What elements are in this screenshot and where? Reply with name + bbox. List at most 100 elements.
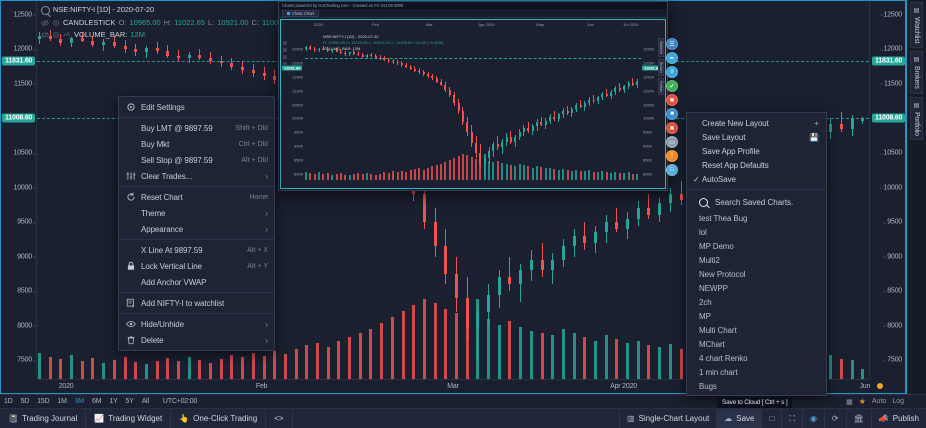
tab-close-chart[interactable]: Close Chart bbox=[282, 9, 320, 17]
context-menu-item[interactable]: Theme › bbox=[119, 205, 274, 221]
context-menu-item[interactable]: Lock Vertical Line Alt + Y bbox=[119, 258, 274, 274]
context-menu-item[interactable]: Add NIFTY-I to watchlist bbox=[119, 295, 274, 311]
sidebar-tab-watchlist[interactable]: ▤ Watchlist bbox=[910, 2, 923, 49]
saved-chart-item[interactable]: MP Demo bbox=[699, 241, 734, 251]
bottom-button-square-icon[interactable]: □ bbox=[761, 409, 781, 428]
eye-icon[interactable] bbox=[41, 31, 49, 39]
layout-menu-action[interactable]: Create New Layout + bbox=[687, 116, 826, 130]
gear-icon[interactable] bbox=[52, 19, 60, 27]
eye-icon[interactable] bbox=[41, 19, 49, 27]
star-icon[interactable]: ★ bbox=[858, 397, 866, 406]
floating-window-tabbar[interactable]: Close Chart bbox=[279, 9, 667, 18]
context-menu-item[interactable]: Sell Stop @ 9897.59 Alt + Dbl bbox=[119, 152, 274, 168]
bottom-button-publish[interactable]: 📣 Publish bbox=[870, 409, 926, 428]
floating-side-tab-brokers[interactable]: Brokers bbox=[658, 58, 664, 76]
layout-menu-action[interactable]: ✓ AutoSave bbox=[687, 172, 826, 186]
bottom-button-fullscreen-icon[interactable]: ⛶ bbox=[781, 409, 802, 428]
crosshair-tool-icon[interactable] bbox=[282, 41, 287, 45]
fib-tool-icon[interactable] bbox=[282, 55, 287, 59]
saved-chart-item[interactable]: Bugs bbox=[699, 381, 717, 391]
saved-chart-item[interactable]: lol bbox=[699, 227, 707, 237]
timeframe-15D[interactable]: 15D bbox=[37, 398, 50, 405]
context-menu-item[interactable]: Buy LMT @ 9897.59 Shift + Dbl bbox=[119, 120, 274, 136]
context-menu-item[interactable]: Clear Trades... › bbox=[119, 168, 274, 184]
layout-menu[interactable]: Create New Layout + Save Layout 💾 Save App P… bbox=[686, 112, 827, 396]
floating-plot-area[interactable] bbox=[305, 28, 641, 180]
bottom-button-trading-journal[interactable]: 📓 Trading Journal bbox=[0, 409, 87, 428]
bottom-button-bank-icon[interactable]: 🏛 bbox=[845, 409, 871, 428]
sidebar-tab-brokers[interactable]: ▤ Brokers bbox=[910, 51, 923, 94]
chart-context-menu[interactable]: Edit Settings Buy LMT @ 9897.59 Shift + Db… bbox=[118, 96, 275, 351]
floating-chart-body[interactable]: 2020 Feb Mar Apr 2020 May Jun Jul 2020 12500 12… bbox=[280, 19, 666, 189]
layout-menu-action[interactable]: Reset App Defaults bbox=[687, 158, 826, 172]
close-icon[interactable]: ✖ bbox=[666, 94, 678, 106]
timeframe-5D[interactable]: 5D bbox=[20, 398, 30, 405]
saved-chart-item[interactable]: MP bbox=[699, 311, 711, 321]
saved-chart-item[interactable]: Multi2 bbox=[699, 255, 720, 265]
floating-right-tabs[interactable]: Watchlist Brokers Portfolio bbox=[657, 38, 665, 178]
floating-chart-window[interactable]: Charts powered by GoCharting.com - Creat… bbox=[278, 1, 668, 191]
saved-chart-item[interactable]: New Protocol bbox=[699, 269, 746, 279]
trendline-tool-icon[interactable] bbox=[282, 48, 287, 52]
box-icon[interactable]: ■ bbox=[666, 108, 678, 120]
context-menu-item[interactable]: Hide/Unhide › bbox=[119, 316, 274, 332]
bottom-button--[interactable]: <> bbox=[266, 409, 293, 428]
delete-icon[interactable]: ✖ bbox=[666, 122, 678, 134]
price-axis-right[interactable]: 7500 8000 8500 9000 9500 10000 10500 11500 12000… bbox=[869, 1, 905, 379]
bottom-button-one-click-trading[interactable]: 👆 One-Click Trading bbox=[171, 409, 267, 428]
scale-auto-button[interactable]: Auto bbox=[871, 398, 887, 405]
bottom-button-save[interactable]: ☁ Save bbox=[716, 409, 762, 428]
timeframe-6M[interactable]: 6M bbox=[92, 398, 102, 405]
saved-chart-item[interactable]: MChart bbox=[699, 339, 725, 349]
saved-chart-item[interactable]: Multi Chart bbox=[699, 325, 737, 335]
floating-window-titlebar[interactable]: Charts powered by GoCharting.com - Creat… bbox=[279, 2, 667, 9]
floppy-icon[interactable]: 💾 bbox=[809, 132, 819, 142]
saved-chart-item[interactable]: 1 min chart bbox=[699, 367, 738, 377]
timeframe-3M[interactable]: 3M bbox=[74, 398, 85, 405]
layout-menu-action[interactable]: Save Layout 💾 bbox=[687, 130, 826, 144]
context-menu-item[interactable]: X Line At 9897.59 Alt + X bbox=[119, 242, 274, 258]
bottom-button-refresh-icon[interactable]: ⟳ bbox=[823, 409, 846, 428]
timeframe-1D[interactable]: 1D bbox=[4, 398, 13, 405]
floating-side-tab-portfolio[interactable]: Portfolio bbox=[658, 77, 664, 96]
timeframe-1Y[interactable]: 1Y bbox=[109, 398, 118, 405]
check-icon[interactable]: ✔ bbox=[666, 80, 678, 92]
floating-side-tab-watchlist[interactable]: Watchlist bbox=[658, 38, 664, 57]
plus-icon[interactable]: + bbox=[814, 118, 819, 128]
lines-icon[interactable]: ≡ bbox=[666, 66, 678, 78]
context-menu-item[interactable]: Edit Settings bbox=[119, 99, 274, 115]
alert-icon[interactable]: ! bbox=[666, 150, 678, 162]
search-icon[interactable] bbox=[699, 197, 708, 207]
timeframe-All[interactable]: All bbox=[141, 398, 149, 405]
bottom-button-trading-widget[interactable]: 📈 Trading Widget bbox=[86, 409, 172, 428]
context-menu-item[interactable]: Delete › bbox=[119, 332, 274, 348]
bottom-toolbar[interactable]: 📓 Trading Journal 📈 Trading Widget 👆 One-Clic… bbox=[0, 408, 926, 428]
bottom-button-globe-icon[interactable]: ◉ bbox=[801, 409, 824, 428]
timezone-label[interactable]: UTC+02:00 bbox=[162, 398, 198, 405]
sidebar-tab-portfolio[interactable]: ▤ Portfolio bbox=[910, 96, 923, 141]
timeframe-1M[interactable]: 1M bbox=[57, 398, 67, 405]
gear-icon[interactable] bbox=[52, 31, 60, 39]
context-menu-item[interactable]: Reset Chart Home bbox=[119, 189, 274, 205]
search-icon[interactable] bbox=[41, 5, 50, 15]
saved-chart-item[interactable]: 2ch bbox=[699, 297, 712, 307]
right-sidebar[interactable]: ▤ Watchlist ▤ Brokers ▤ Portfolio bbox=[906, 0, 926, 394]
saved-chart-item[interactable]: 4 chart Renko bbox=[699, 353, 748, 363]
saved-chart-item[interactable]: NEWPP bbox=[699, 283, 728, 293]
capture-icon[interactable]: □ bbox=[666, 164, 678, 176]
scale-log-button[interactable]: Log bbox=[892, 398, 904, 405]
saved-chart-item[interactable]: test Thea Bug bbox=[699, 213, 748, 223]
floating-left-toolbar[interactable] bbox=[281, 38, 288, 178]
text-tool-icon[interactable] bbox=[282, 62, 287, 66]
drawing-tools-icon[interactable]: ☰ bbox=[666, 38, 678, 50]
search-saved-charts-row[interactable]: Search Saved Charts. bbox=[687, 193, 826, 211]
pen-icon[interactable]: ✒ bbox=[666, 52, 678, 64]
price-axis-left[interactable]: 7500 8000 8500 9000 9500 10000 10500 11500 12000… bbox=[1, 1, 37, 379]
note-icon[interactable]: ▭ bbox=[666, 136, 678, 148]
timeframe-5Y[interactable]: 5Y bbox=[125, 398, 134, 405]
bottom-button-single-chart-layout[interactable]: ▥ Single-Chart Layout bbox=[618, 409, 716, 428]
floating-icon-column[interactable]: ☰ ✒ ≡ ✔ ✖ ■ ✖ ▭! □ bbox=[666, 38, 678, 176]
context-menu-item[interactable]: Buy Mkt Ctrl + Dbl bbox=[119, 136, 274, 152]
layout-menu-action[interactable]: Save App Profile bbox=[687, 144, 826, 158]
